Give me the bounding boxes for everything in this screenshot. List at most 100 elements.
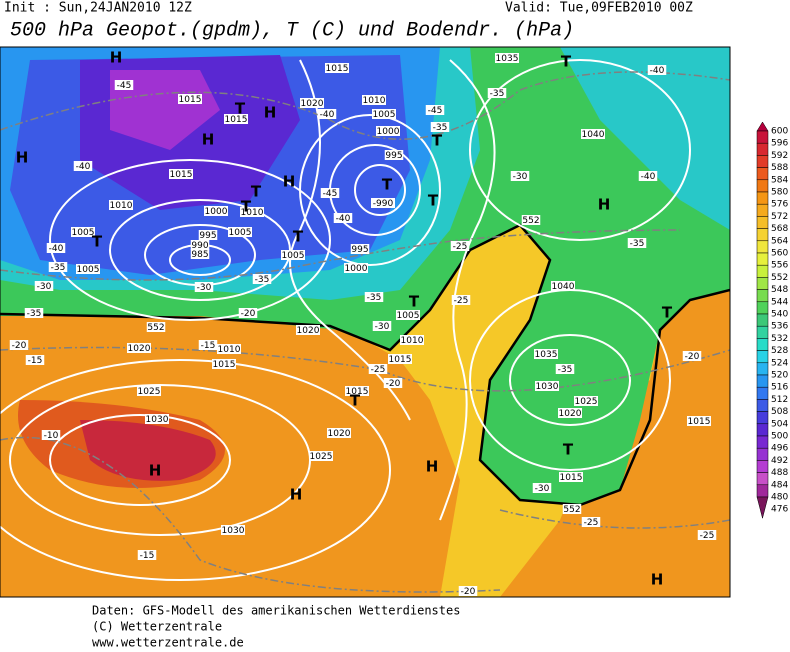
legend-swatch <box>756 411 769 425</box>
label-box <box>240 207 264 217</box>
zone-red <box>80 420 216 481</box>
contour-label: -990 <box>373 199 394 209</box>
contour-label: 1015 <box>346 387 369 397</box>
pressure-center: H <box>283 173 296 191</box>
label-box <box>581 129 605 139</box>
legend-label: 556 <box>771 261 788 271</box>
label-box <box>383 378 403 388</box>
footer-line: Daten: GFS-Modell des amerikanischen Wet… <box>92 604 460 618</box>
valid-time: Valid: Tue,09FEB2010 00Z <box>505 1 693 16</box>
legend-label: 584 <box>771 175 788 185</box>
contour-label: -40 <box>49 244 64 254</box>
legend-label: 568 <box>771 224 788 234</box>
contour-label: -45 <box>428 106 443 116</box>
pressure-center: H <box>110 49 123 67</box>
contour-label: 1015 <box>213 360 236 370</box>
legend-swatch <box>756 435 769 449</box>
label-box <box>296 325 320 335</box>
label-box <box>687 416 711 426</box>
label-box <box>281 250 305 260</box>
pressure-center: T <box>561 53 572 71</box>
pressure-center: T <box>241 198 252 216</box>
contour-label: -35 <box>558 365 573 375</box>
label-box <box>638 171 658 181</box>
legend-label: 500 <box>771 432 788 442</box>
legend-label: 488 <box>771 468 788 478</box>
label-box <box>169 169 193 179</box>
label-box <box>224 114 248 124</box>
pressure-center: H <box>651 571 664 589</box>
legend-swatch <box>756 142 769 156</box>
contour-label: -35 <box>630 239 645 249</box>
label-box <box>364 292 384 302</box>
legend-swatch <box>756 350 769 364</box>
legend-label: 492 <box>771 456 788 466</box>
pressure-center: T <box>382 176 393 194</box>
contour-label: -40 <box>76 162 91 172</box>
legend-swatch <box>756 338 769 351</box>
contour-label: -15 <box>201 341 216 351</box>
label-box <box>190 240 210 250</box>
label-box <box>521 215 541 225</box>
legend-label: 508 <box>771 407 788 417</box>
contour-label: 1005 <box>282 251 305 261</box>
contour-label: 1040 <box>582 130 605 140</box>
pressure-center: T <box>235 100 246 118</box>
legend-label: 576 <box>771 200 788 210</box>
contour-label: -30 <box>197 283 212 293</box>
contour-label: 1025 <box>575 397 598 407</box>
contour-label: 1030 <box>146 415 169 425</box>
contour-label: -20 <box>241 309 256 319</box>
contour-label: 1010 <box>218 345 241 355</box>
label-box <box>48 262 68 272</box>
contour-label: -25 <box>584 518 599 528</box>
contour-label: -35 <box>51 263 66 273</box>
pressure-center: H <box>598 196 611 214</box>
contour-label: -40 <box>320 110 335 120</box>
contour-label: -25 <box>454 296 469 306</box>
label-box <box>212 359 236 369</box>
map <box>0 47 730 597</box>
pressure-center: T <box>428 192 439 210</box>
label-box <box>71 227 95 237</box>
label-box <box>25 355 45 365</box>
legend-swatch <box>756 386 769 400</box>
zone-purple <box>110 70 220 150</box>
label-box <box>137 386 161 396</box>
legend-label: 540 <box>771 310 788 320</box>
contour-label: 1010 <box>401 336 424 346</box>
pressure-center: H <box>290 486 303 504</box>
contour-label: 1020 <box>301 99 324 109</box>
color-legend: 600 596 592 588 584 580 576 572 568 564 560 556 552 5… <box>756 121 788 520</box>
pressure-center: H <box>149 462 162 480</box>
legend-label: 600 <box>771 127 788 137</box>
contour-label: 1035 <box>496 54 519 64</box>
label-box <box>535 381 559 391</box>
contour-label: 1005 <box>397 311 420 321</box>
label-box <box>532 483 552 493</box>
legend-label: 560 <box>771 249 788 259</box>
pressure-center: T <box>432 132 443 150</box>
label-box <box>430 122 450 132</box>
label-box <box>109 200 133 210</box>
contour-label: 1010 <box>241 208 264 218</box>
label-box <box>320 188 340 198</box>
contour-label: 1000 <box>377 127 400 137</box>
label-box <box>221 525 245 535</box>
contour-label: 1005 <box>229 228 252 238</box>
label-box <box>217 344 241 354</box>
contour-label: 1015 <box>179 95 202 105</box>
label-box <box>555 364 575 374</box>
legend-swatch <box>756 155 769 168</box>
legend-swatch <box>756 423 769 437</box>
label-box <box>487 88 507 98</box>
contour-label: 1015 <box>326 64 349 74</box>
contour-label: 1030 <box>536 382 559 392</box>
contour-label: 995 <box>199 231 216 241</box>
contour-label: -30 <box>535 484 550 494</box>
contour-label: -40 <box>336 214 351 224</box>
contour-label: -35 <box>433 123 448 133</box>
legend-swatch <box>756 362 769 376</box>
label-box <box>458 586 478 596</box>
legend-swatch <box>756 228 769 242</box>
